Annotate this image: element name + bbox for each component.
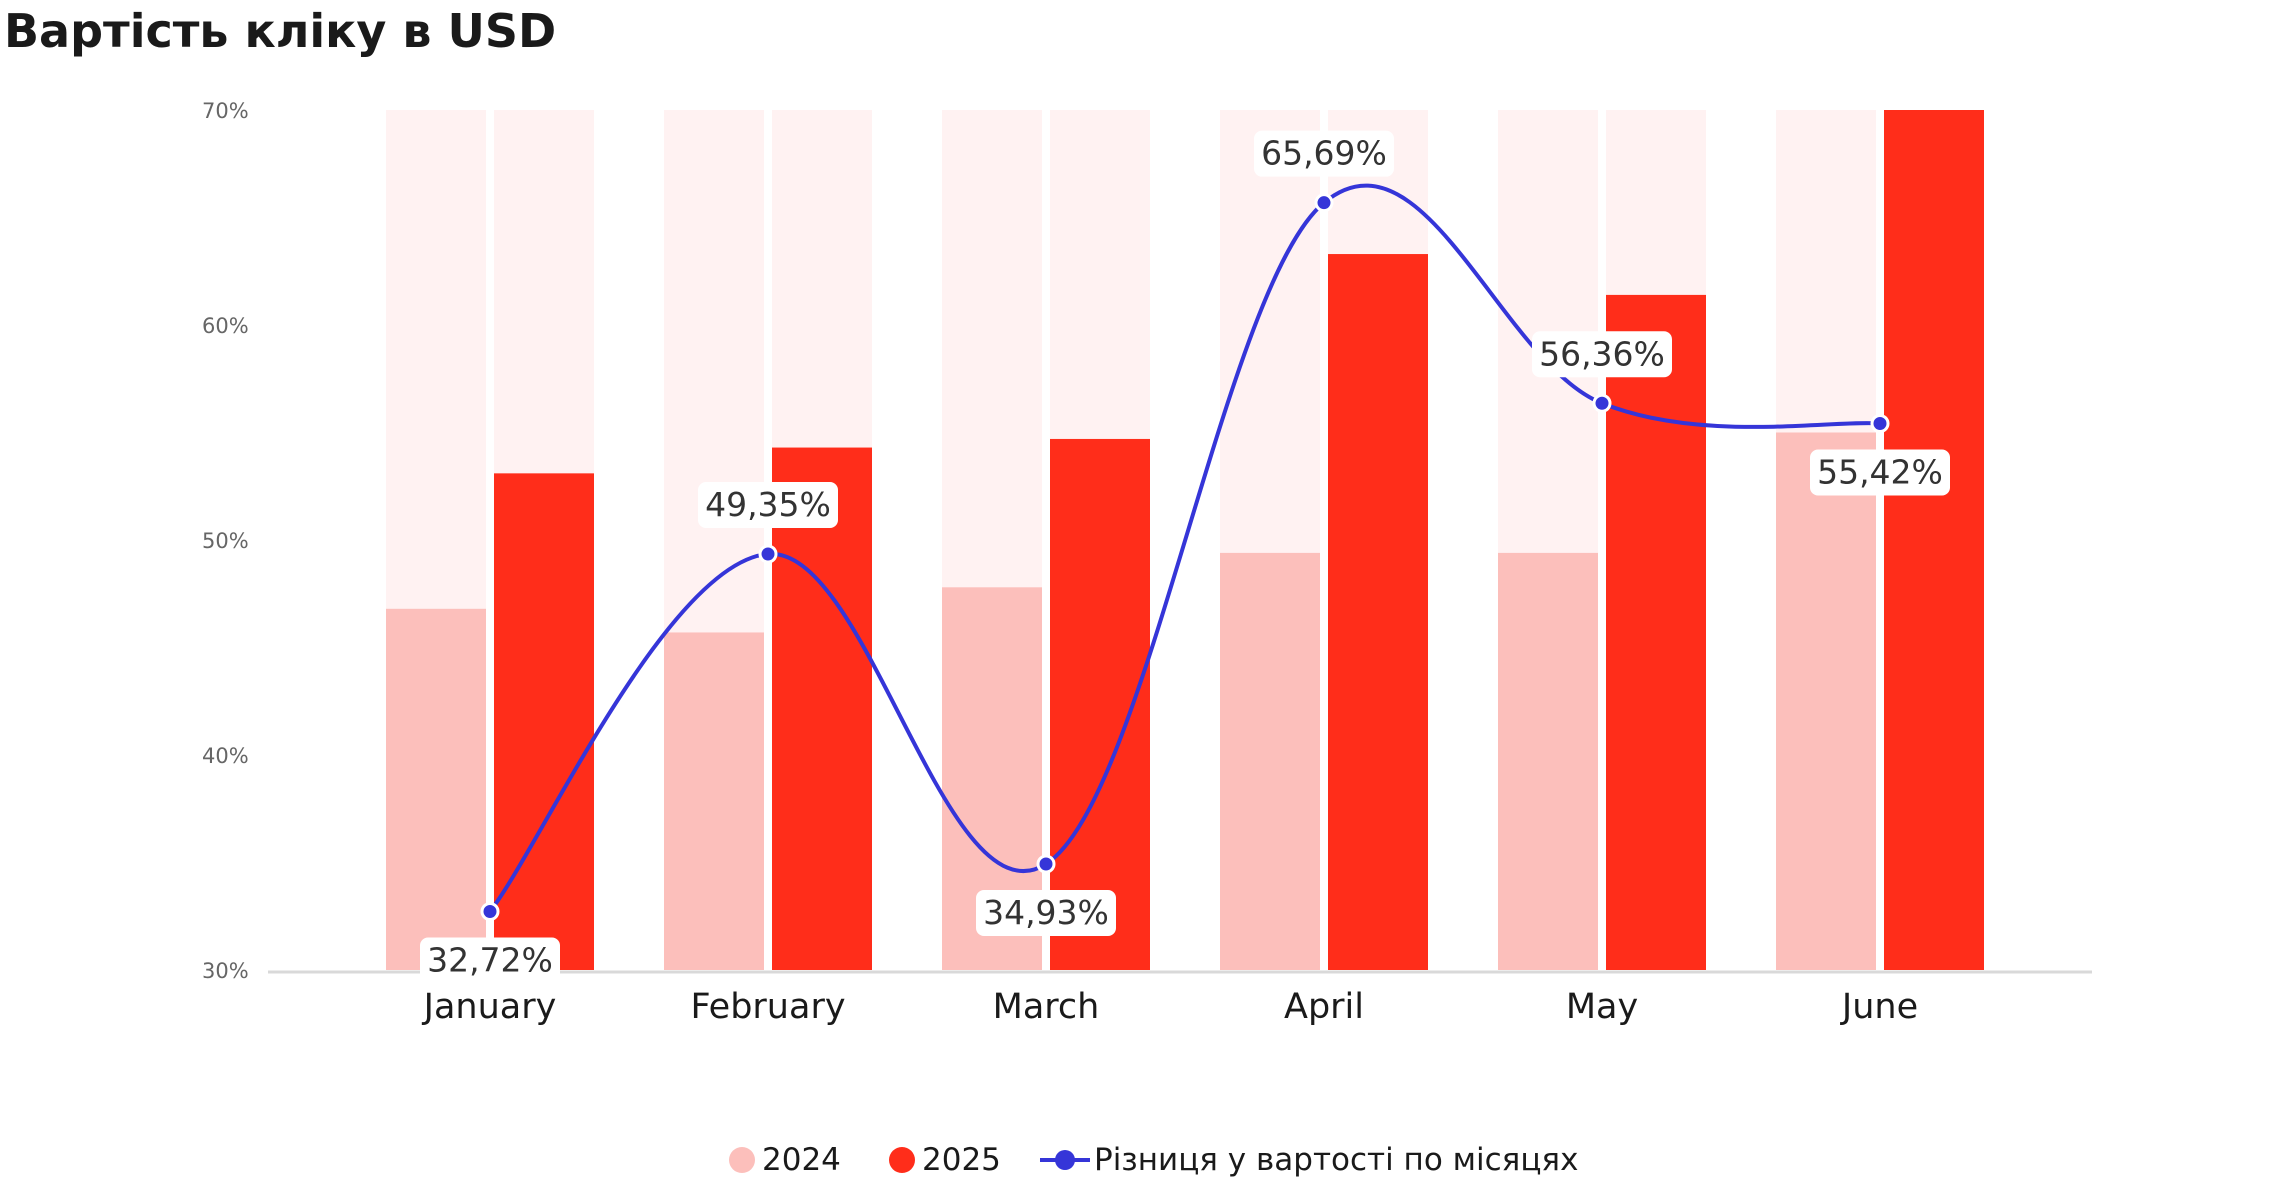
x-tick-label: June (1840, 987, 1918, 1027)
difference-point (1314, 193, 1334, 213)
x-tick-label: February (690, 987, 845, 1027)
legend-swatch-2024 (729, 1147, 755, 1173)
bar-2025-may (1606, 294, 1706, 970)
difference-point (1592, 393, 1612, 413)
bar-2025-january (494, 473, 594, 970)
legend-marker-difference (1055, 1150, 1075, 1170)
data-label-box (1532, 331, 1672, 378)
chart-title: Вартість кліку в USD (4, 4, 557, 58)
bar-2024-january (386, 608, 486, 970)
difference-point (1036, 854, 1056, 874)
bar-2024-may (1498, 552, 1598, 970)
legend-label-difference: Різниця у вартості по місяцях (1094, 1142, 1578, 1178)
legend-label-2025: 2025 (922, 1142, 1001, 1178)
bar-2024-february (664, 632, 764, 970)
x-tick-label: May (1566, 987, 1638, 1027)
y-tick-label: 60% (202, 314, 249, 338)
data-label-box (420, 937, 560, 984)
bar-2025-february (772, 447, 872, 970)
x-tick-label: March (993, 987, 1100, 1027)
bar-2024-april (1220, 552, 1320, 970)
legend-label-2024: 2024 (762, 1142, 841, 1178)
y-tick-label: 50% (202, 529, 249, 553)
bar-2024-june (1776, 432, 1876, 970)
data-label: 65,69% (1261, 134, 1387, 173)
difference-line (488, 183, 1881, 913)
data-label-box (1254, 130, 1394, 177)
difference-point (1870, 413, 1890, 433)
x-tick-label: April (1284, 987, 1364, 1027)
y-tick-label: 40% (202, 744, 249, 768)
data-label: 34,93% (983, 893, 1109, 932)
data-label-box (976, 890, 1116, 937)
data-label: 55,42% (1817, 452, 1943, 491)
bar-2025-june (1884, 110, 1984, 970)
data-label-box (1810, 449, 1950, 496)
y-tick-label: 30% (202, 959, 249, 983)
difference-point (758, 544, 778, 564)
y-tick-label: 70% (202, 99, 249, 123)
data-label: 32,72% (427, 941, 553, 980)
data-label: 56,36% (1539, 334, 1665, 373)
bar-2025-april (1328, 254, 1428, 971)
data-label-box (698, 481, 838, 528)
x-tick-label: January (422, 987, 557, 1027)
legend-swatch-2025 (889, 1147, 915, 1173)
data-label: 49,35% (705, 485, 831, 524)
difference-point (480, 902, 500, 922)
